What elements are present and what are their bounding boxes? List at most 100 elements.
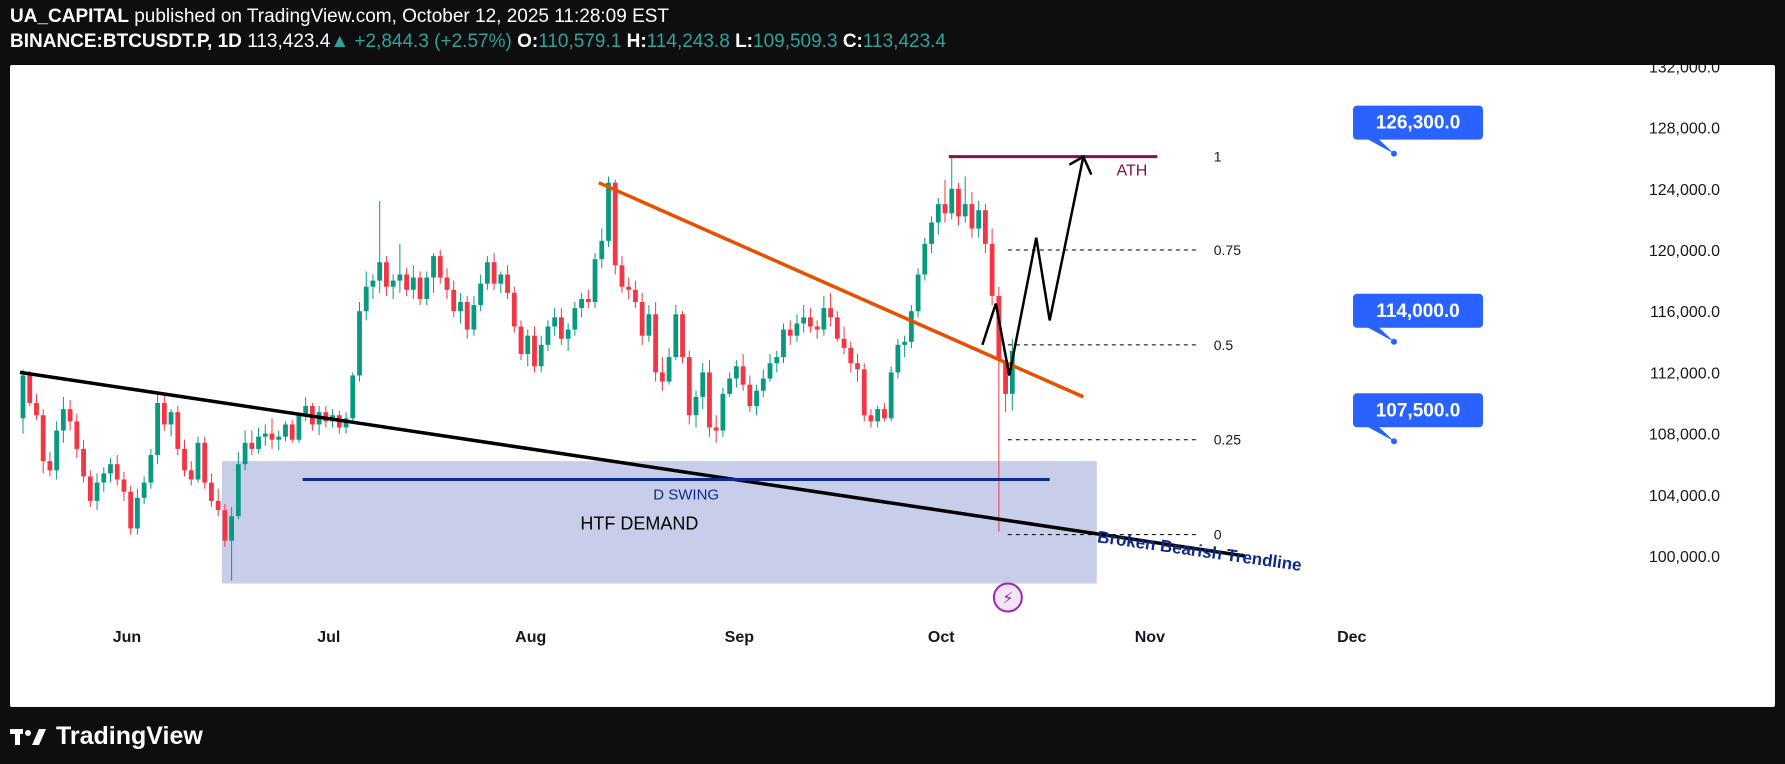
candle-body (653, 314, 659, 373)
candle-body (458, 302, 463, 312)
candle-body (444, 277, 450, 290)
candle-body (814, 326, 820, 330)
publisher-line: UA_CAPITAL published on TradingView.com,… (10, 6, 669, 28)
candle-body (168, 412, 174, 425)
candle-body (713, 427, 719, 431)
candle-body (377, 262, 383, 281)
tradingview-footer[interactable]: TradingView (10, 722, 203, 751)
candle-body (34, 403, 39, 416)
candle-body (559, 317, 564, 339)
candle-body (195, 442, 201, 480)
fib-level-label: 0 (1214, 527, 1222, 543)
candle-body (202, 442, 208, 483)
candle-body (700, 372, 706, 397)
candle-body (915, 274, 921, 312)
candle-body (740, 366, 746, 385)
candle-body (774, 357, 780, 364)
candle-body (410, 277, 416, 290)
candle-body (592, 259, 598, 303)
lightning-icon (992, 582, 1023, 613)
candle-body (922, 243, 928, 275)
candle-body (81, 448, 86, 477)
candle-body (491, 262, 497, 284)
candle-body (861, 369, 867, 416)
y-tick-label: 104,000.0 (1649, 488, 1720, 505)
candle-body (471, 305, 477, 330)
candle-body (1003, 360, 1008, 394)
candle-body (141, 482, 147, 498)
candle-body (720, 393, 726, 431)
x-tick-label: Oct (928, 629, 955, 646)
open-label: O: (517, 31, 539, 52)
candle-body (283, 424, 288, 437)
candle-body (552, 317, 558, 327)
published-text: published on TradingView.com, October 12… (134, 6, 670, 27)
candle-body (787, 329, 793, 336)
candle-body (976, 210, 982, 229)
x-tick-label: Aug (515, 629, 546, 646)
brand-name: TradingView (56, 722, 203, 750)
candle-body (1009, 350, 1015, 394)
candle-body (40, 415, 46, 462)
price-callout-box (1353, 293, 1483, 328)
candle-body (868, 415, 874, 422)
candle-body (188, 470, 194, 480)
candle-body (27, 375, 33, 403)
candle-body (484, 262, 490, 284)
candle-body (989, 243, 995, 296)
bearish-trendline (19, 370, 1246, 558)
candle-body (269, 433, 275, 440)
candle-body (680, 314, 685, 358)
x-tick-label: Nov (1135, 629, 1165, 646)
y-tick-label: 128,000.0 (1649, 121, 1720, 138)
high-label: H: (626, 31, 647, 52)
candle-body (498, 274, 504, 284)
high-value: 114,243.8 (646, 31, 730, 52)
candle-body (828, 308, 833, 318)
candle-body (108, 464, 113, 474)
fib-level-label: 0.5 (1214, 337, 1234, 353)
chart-canvas[interactable]: HTF DEMAND 132,000.0 128,000.0 124,000.0 120… (10, 65, 1775, 707)
candle-body (94, 482, 100, 501)
candle-body (114, 464, 120, 480)
price-callout-box (1353, 393, 1483, 428)
candle-body (74, 421, 80, 449)
candle-body (296, 415, 302, 440)
candle-body (148, 455, 154, 483)
symbol-label[interactable]: BINANCE:BTCUSDT.P, 1D (10, 31, 242, 52)
candle-body (808, 317, 813, 327)
candle-body (794, 323, 800, 336)
candle-body (949, 188, 955, 214)
candle-body (908, 311, 914, 342)
x-tick-label: Dec (1337, 629, 1366, 646)
candle-body (639, 302, 645, 336)
candle-body (478, 283, 484, 306)
tradingview-logo-icon (10, 728, 46, 745)
x-tick-label: Jul (317, 629, 340, 646)
candle-body (249, 442, 255, 449)
candle-body (962, 204, 968, 217)
candle-body (532, 335, 537, 367)
price-change: +2,844.3 (+2.57%) (354, 31, 512, 52)
y-tick-label: 100,000.0 (1649, 549, 1720, 566)
candle-body (565, 329, 571, 339)
publisher-name[interactable]: UA_CAPITAL (10, 6, 129, 27)
candle-body (942, 204, 948, 214)
candle-body (606, 182, 611, 241)
lightning-icon-glyph: ⚡ (1002, 589, 1013, 608)
candle-body (572, 308, 578, 330)
candle-body (350, 375, 356, 419)
candle-body (781, 329, 786, 358)
candle-body (390, 280, 396, 287)
y-tick-label: 124,000.0 (1649, 182, 1720, 199)
candle-body (262, 433, 268, 437)
candle-body (424, 277, 430, 299)
candle-body (707, 372, 712, 428)
y-tick-label: 108,000.0 (1649, 427, 1720, 444)
candle-body (437, 256, 443, 278)
candle-body (357, 311, 362, 376)
candle-body (902, 341, 908, 345)
candle-body (20, 375, 26, 419)
x-tick-label: Jun (113, 629, 141, 646)
low-label: L: (735, 31, 753, 52)
